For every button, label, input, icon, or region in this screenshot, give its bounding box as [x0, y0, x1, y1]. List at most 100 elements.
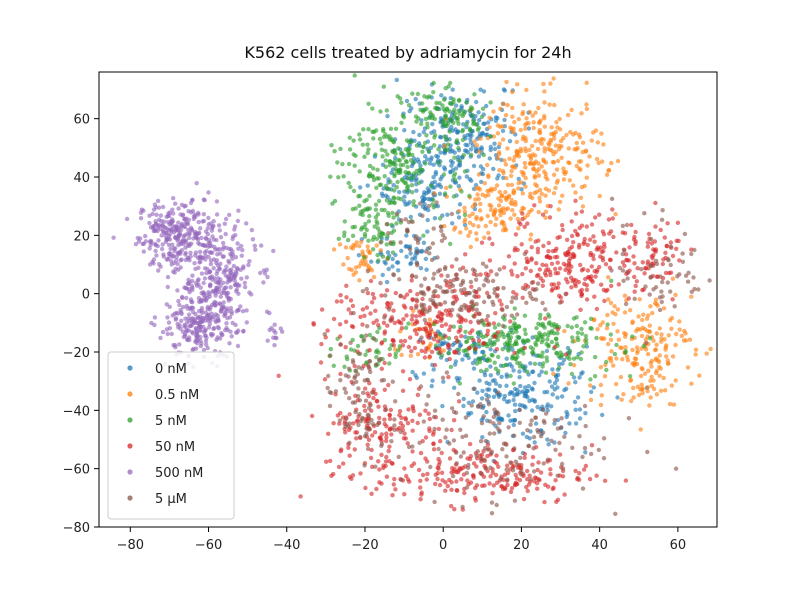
- data-point: [414, 297, 419, 302]
- data-point: [578, 289, 583, 294]
- data-point: [623, 301, 629, 307]
- data-point: [509, 182, 515, 188]
- data-point: [604, 172, 610, 177]
- chart-title: K562 cells treated by adriamycin for 24h: [244, 43, 571, 62]
- data-point: [208, 261, 214, 267]
- data-point: [468, 152, 474, 157]
- data-point: [397, 189, 402, 195]
- data-point: [327, 390, 332, 395]
- data-point: [337, 322, 343, 327]
- data-point: [450, 221, 455, 226]
- data-point: [471, 366, 477, 371]
- data-point: [473, 277, 479, 282]
- data-point: [579, 350, 584, 355]
- data-point: [358, 314, 363, 320]
- data-point: [387, 346, 392, 352]
- data-point: [536, 209, 541, 215]
- data-point: [337, 421, 342, 426]
- data-point: [213, 293, 218, 298]
- data-point: [192, 261, 197, 266]
- data-point: [603, 262, 609, 267]
- data-point: [191, 346, 196, 352]
- data-point: [353, 153, 358, 158]
- data-point: [201, 212, 206, 217]
- data-point: [319, 307, 325, 312]
- data-point: [508, 489, 514, 495]
- data-point: [204, 248, 209, 254]
- data-point: [470, 473, 476, 478]
- data-point: [394, 221, 399, 226]
- data-point: [665, 361, 671, 366]
- data-point: [508, 216, 513, 221]
- data-point: [494, 272, 499, 277]
- data-point: [463, 252, 468, 257]
- data-point: [599, 393, 604, 398]
- data-point: [342, 230, 347, 235]
- data-point: [686, 270, 691, 275]
- data-point: [555, 395, 560, 400]
- data-point: [431, 80, 436, 86]
- data-point: [399, 177, 405, 182]
- data-point: [375, 422, 380, 427]
- data-point: [541, 137, 546, 142]
- data-point: [350, 473, 356, 478]
- data-point: [635, 350, 640, 356]
- data-point: [523, 282, 528, 288]
- data-point: [370, 464, 375, 469]
- data-point: [391, 343, 396, 348]
- data-point: [528, 477, 534, 482]
- data-point: [337, 418, 343, 423]
- data-point: [471, 223, 476, 228]
- data-point: [240, 309, 246, 314]
- data-point: [232, 224, 238, 229]
- data-point: [668, 240, 674, 245]
- data-point: [551, 76, 556, 81]
- data-point: [549, 148, 555, 154]
- data-point: [392, 320, 397, 326]
- data-point: [176, 298, 181, 304]
- data-point: [429, 349, 435, 355]
- data-point: [370, 291, 376, 297]
- data-point: [408, 261, 413, 267]
- data-point: [414, 119, 419, 124]
- data-point: [384, 108, 389, 113]
- data-point: [185, 281, 191, 286]
- data-point: [376, 459, 381, 464]
- data-point: [559, 394, 565, 399]
- legend-label: 50 nM: [155, 440, 195, 455]
- data-point: [485, 332, 490, 337]
- data-point: [230, 236, 235, 242]
- data-point: [423, 154, 428, 159]
- data-point: [598, 365, 604, 370]
- data-point: [410, 449, 415, 454]
- data-point: [164, 302, 169, 307]
- data-point: [494, 480, 500, 485]
- data-point: [670, 253, 676, 259]
- data-point: [595, 140, 600, 145]
- data-point: [233, 322, 238, 328]
- data-point: [352, 224, 358, 230]
- data-point: [659, 217, 665, 222]
- data-point: [358, 185, 363, 190]
- data-point: [465, 465, 471, 470]
- data-point: [381, 377, 387, 383]
- data-point: [446, 345, 451, 350]
- data-point: [573, 468, 578, 474]
- data-point: [627, 245, 632, 250]
- data-point: [333, 389, 339, 394]
- data-point: [638, 427, 643, 432]
- data-point: [449, 211, 455, 217]
- data-point: [433, 288, 438, 294]
- data-point: [578, 195, 584, 200]
- data-point: [336, 236, 341, 241]
- data-point: [439, 323, 445, 329]
- data-point: [602, 336, 607, 341]
- data-point: [357, 132, 362, 137]
- data-point: [179, 318, 184, 323]
- data-point: [673, 466, 679, 471]
- data-point: [399, 477, 404, 482]
- data-point: [239, 253, 244, 258]
- data-point: [629, 398, 634, 404]
- data-point: [608, 337, 614, 342]
- data-point: [405, 227, 410, 232]
